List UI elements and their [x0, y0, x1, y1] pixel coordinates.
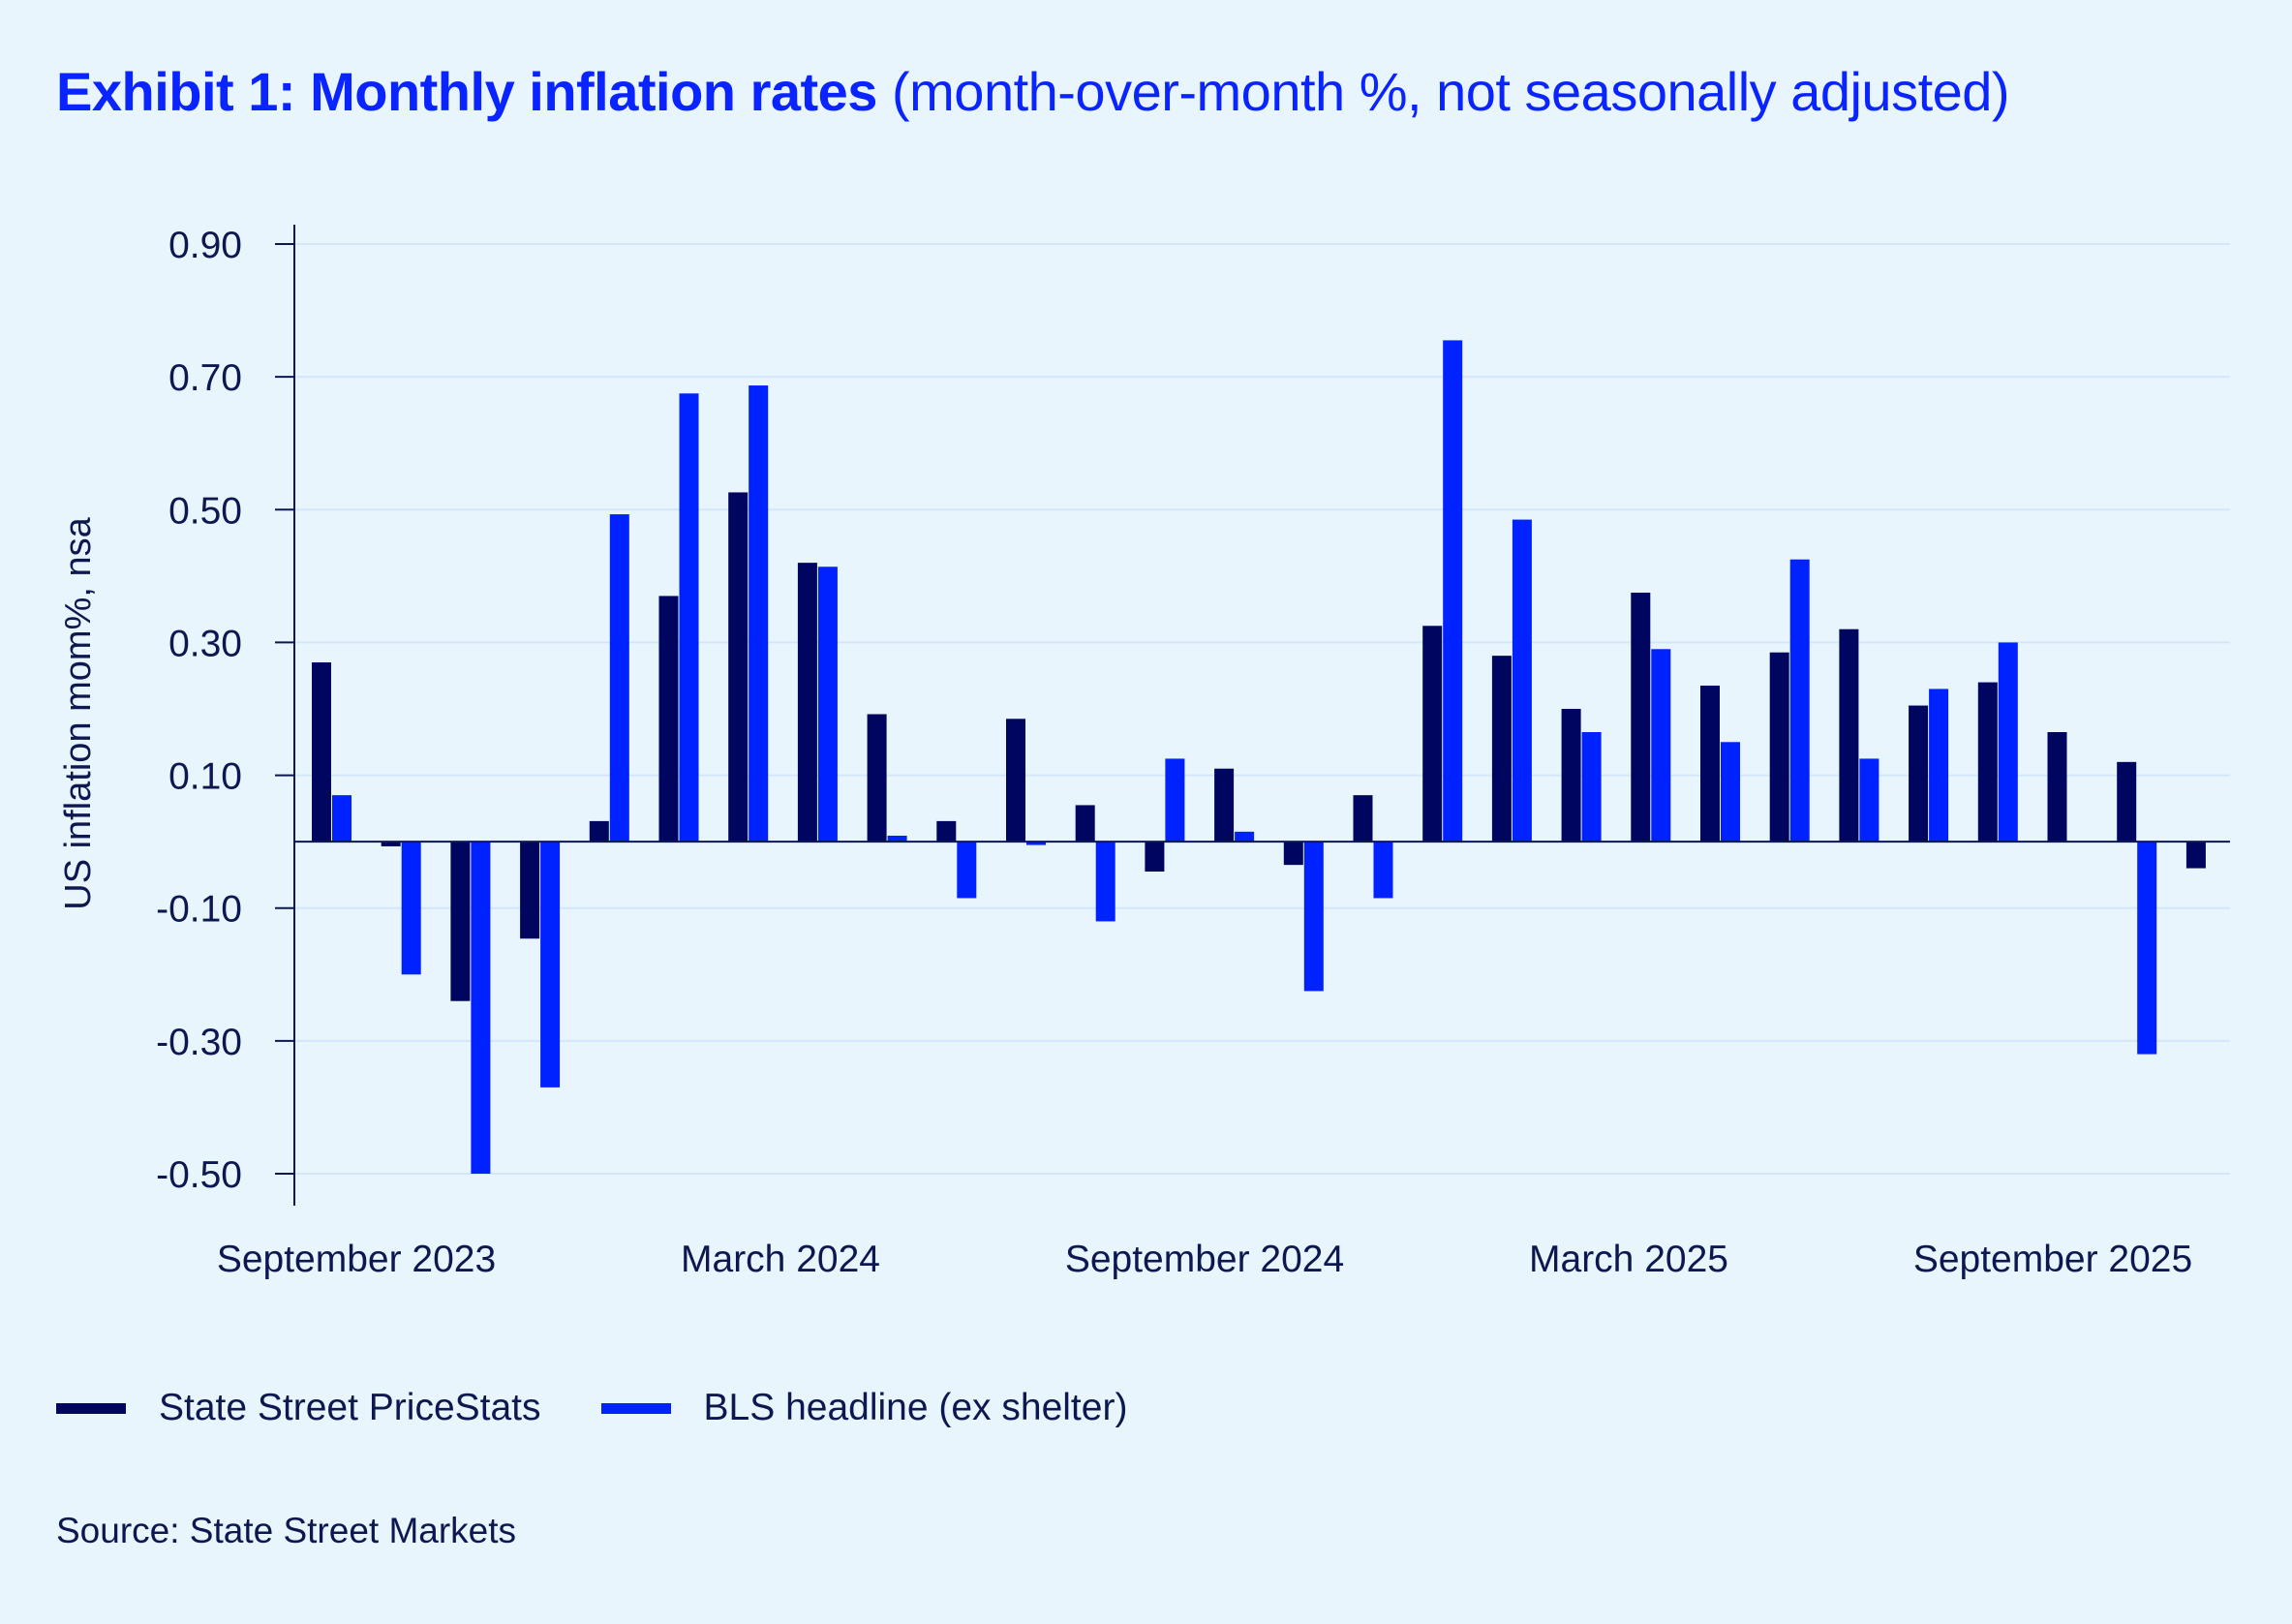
bar-state-street-dec-2023	[520, 842, 540, 939]
bar-bls-nov-2023	[471, 842, 491, 1174]
x-tick-label: March 2024	[681, 1239, 880, 1280]
bar-state-street-feb-2025	[1491, 656, 1512, 843]
bar-bls-sep-2025	[1998, 642, 2018, 843]
bar-state-street-aug-2025	[1909, 705, 1929, 843]
bar-bls-dec-2023	[540, 842, 561, 1088]
legend-swatch-bls	[600, 1402, 671, 1414]
bar-state-street-sep-2023	[312, 662, 331, 843]
bar-bls-jun-2024	[957, 842, 977, 899]
y-tick-labels: 0.90 0.70 0.50 0.30 0.10 -0.10 -0.30 -0.50	[156, 225, 242, 1196]
bar-bls-aug-2024	[1095, 842, 1115, 922]
bar-state-street-nov-2024	[1283, 842, 1303, 866]
bar-bls-mar-2025	[1581, 732, 1602, 843]
bar-state-street-jan-2025	[1422, 626, 1443, 843]
bars	[312, 340, 2206, 1174]
bar-bls-sep-2024	[1165, 758, 1185, 843]
y-tick-label: 0.50	[168, 490, 242, 532]
bar-bls-apr-2025	[1651, 649, 1671, 843]
bar-state-street-oct-2025	[2047, 732, 2067, 843]
bar-state-street-apr-2025	[1631, 593, 1651, 843]
x-tick-label: September 2024	[1065, 1239, 1344, 1280]
bar-bls-dec-2024	[1373, 842, 1393, 899]
y-tick-label: 0.30	[168, 623, 242, 664]
y-tick-label: -0.10	[156, 889, 242, 931]
bar-state-street-sep-2025	[1977, 682, 1998, 843]
x-tick-label: March 2025	[1529, 1239, 1728, 1280]
bar-bls-jan-2024	[609, 514, 629, 843]
y-tick-label: -0.50	[156, 1154, 242, 1196]
bar-state-street-oct-2024	[1214, 768, 1235, 843]
x-tick-label: September 2023	[217, 1239, 496, 1280]
chart-title-subtitle: (month-over-month %, not seasonally adju…	[876, 61, 2010, 122]
chart-title: Exhibit 1: Monthly inflation rates (mont…	[56, 60, 2010, 123]
bar-state-street-feb-2024	[658, 596, 679, 843]
bar-state-street-dec-2024	[1353, 795, 1373, 843]
legend-label: BLS headline (ex shelter)	[703, 1387, 1128, 1428]
bar-bls-apr-2024	[817, 567, 838, 843]
bar-state-street-aug-2024	[1075, 805, 1095, 843]
bar-state-street-jul-2025	[1839, 628, 1859, 843]
bar-state-street-nov-2025	[2117, 761, 2137, 843]
x-tick-labels: September 2023 March 2024 September 2024 Ma…	[217, 1239, 2192, 1280]
legend-item-state-street[interactable]: State Street PriceStats	[56, 1387, 541, 1429]
bar-bls-feb-2024	[679, 393, 699, 843]
y-tick-label: 0.70	[168, 357, 242, 399]
bar-bls-jun-2025	[1789, 559, 1810, 843]
bar-bls-may-2025	[1721, 742, 1740, 843]
y-tick-label: 0.10	[168, 756, 242, 798]
y-axis-label: US inflation mom%, nsa	[58, 516, 99, 909]
bar-state-street-jun-2024	[936, 820, 957, 843]
bar-bls-jan-2025	[1443, 340, 1463, 843]
bar-bls-jul-2024	[1026, 842, 1046, 845]
bar-bls-sep-2023	[332, 795, 351, 843]
bar-state-street-mar-2024	[728, 492, 749, 843]
bar-state-street-nov-2023	[450, 842, 471, 1001]
bar-state-street-dec-2025	[2185, 842, 2206, 869]
bar-chart: 0.90 0.70 0.50 0.30 0.10 -0.10 -0.30 -0.50 Sept…	[58, 225, 2230, 1280]
bar-state-street-jul-2024	[1006, 719, 1025, 843]
bar-bls-nov-2025	[2137, 842, 2157, 1055]
bar-bls-may-2024	[887, 835, 907, 843]
bar-state-street-jan-2024	[589, 820, 609, 843]
bar-state-street-jun-2025	[1769, 652, 1789, 843]
legend-label: State Street PriceStats	[159, 1387, 541, 1428]
chart-title-bold: Exhibit 1: Monthly inflation rates	[56, 61, 877, 122]
bar-state-street-may-2024	[867, 714, 887, 843]
legend-swatch-state-street	[56, 1402, 126, 1414]
y-tick-label: 0.90	[168, 225, 242, 266]
bar-state-street-mar-2025	[1561, 709, 1581, 843]
bar-bls-oct-2024	[1235, 831, 1255, 843]
bar-state-street-oct-2023	[381, 842, 401, 846]
bar-state-street-may-2025	[1700, 686, 1720, 843]
bar-state-street-apr-2024	[797, 563, 817, 843]
bar-state-street-sep-2024	[1145, 842, 1165, 872]
legend-item-bls[interactable]: BLS headline (ex shelter)	[600, 1387, 1128, 1429]
bar-bls-oct-2023	[401, 842, 421, 975]
bar-bls-mar-2024	[749, 385, 769, 843]
y-tick-label: -0.30	[156, 1022, 242, 1063]
bar-bls-nov-2024	[1303, 842, 1324, 992]
bar-bls-jul-2025	[1859, 758, 1879, 843]
bar-bls-aug-2025	[1929, 689, 1949, 843]
x-tick-label: September 2025	[1913, 1239, 2192, 1280]
source-note: Source: State Street Markets	[56, 1511, 517, 1550]
legend: State Street PriceStats BLS headline (ex…	[56, 1387, 1127, 1429]
bar-bls-feb-2025	[1512, 519, 1532, 843]
axes	[275, 225, 2230, 1206]
